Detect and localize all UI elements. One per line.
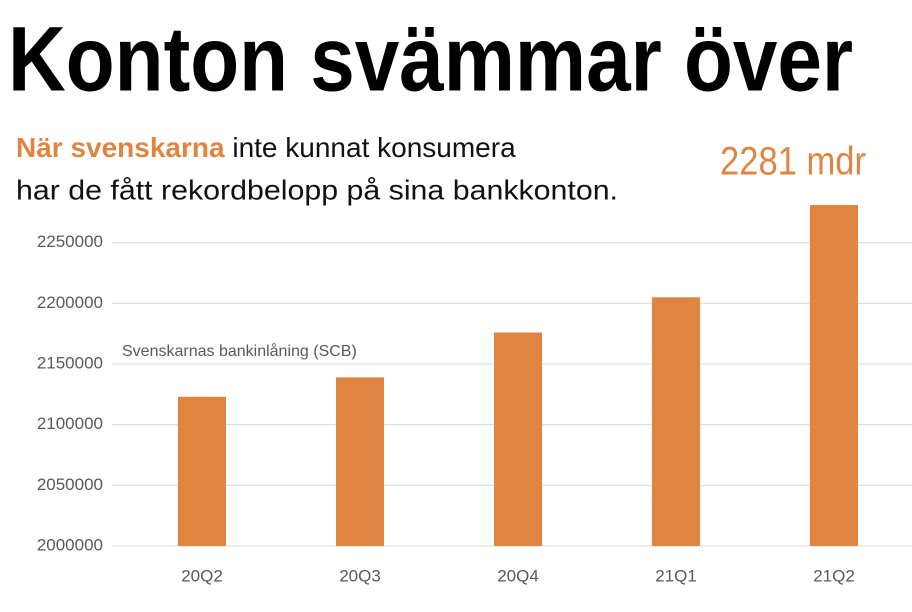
subtitle-highlight: När svenskarna <box>16 132 225 163</box>
subtitle-text: inte kunnat konsumera <box>232 132 516 163</box>
subtitle: När svenskarna inte kunnat konsumera <box>16 132 516 163</box>
x-tick-label: 20Q3 <box>339 566 381 585</box>
bar <box>336 377 384 546</box>
bar <box>810 205 858 546</box>
series-label: Svenskarnas bankinlåning (SCB) <box>122 342 357 360</box>
y-tick-label: 2150000 <box>37 353 103 372</box>
y-tick-label: 2100000 <box>37 414 103 433</box>
bar <box>494 332 542 546</box>
x-tick-label: 21Q1 <box>655 566 697 585</box>
x-tick-label: 20Q2 <box>181 566 223 585</box>
bar <box>652 297 700 546</box>
y-tick-label: 2000000 <box>37 535 103 554</box>
subtitle-text: har de fått rekordbelopp på sina bankkon… <box>16 174 618 205</box>
x-tick-label: 21Q2 <box>813 566 855 585</box>
x-tick-label: 20Q4 <box>497 566 539 585</box>
chart-title: Konton svämmar över <box>8 8 853 110</box>
y-tick-label: 2200000 <box>37 293 103 312</box>
y-tick-label: 2250000 <box>37 232 103 251</box>
annotation: 2281 mdr <box>720 140 866 184</box>
y-tick-label: 2050000 <box>37 475 103 494</box>
bar <box>178 396 226 546</box>
